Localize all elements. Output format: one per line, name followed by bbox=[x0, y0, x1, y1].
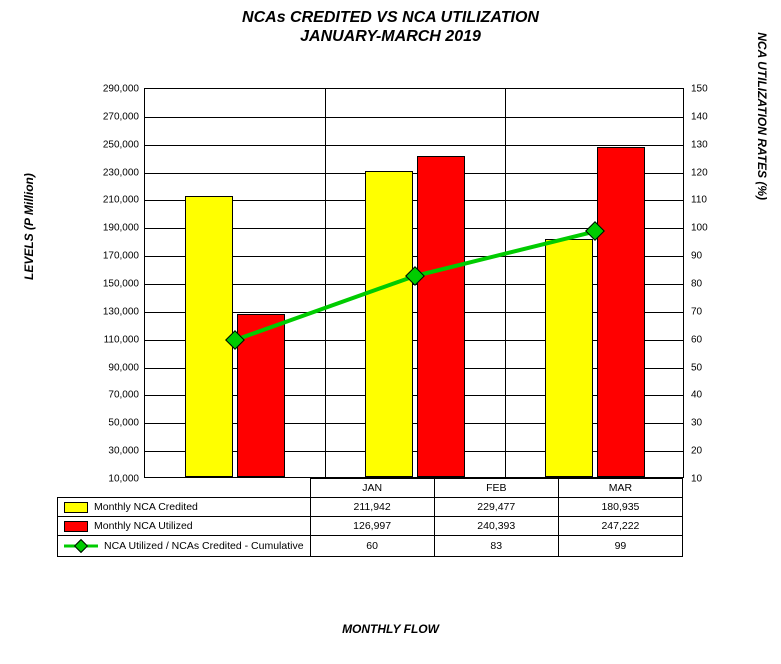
data-table: JANFEBMAR Monthly NCA Credited 211,942229,… bbox=[57, 478, 683, 557]
table-data-cell: 126,997 bbox=[310, 517, 434, 536]
y-right-tick: 50 bbox=[691, 362, 731, 373]
table-header-cell: MAR bbox=[558, 479, 682, 498]
y-left-tick: 290,000 bbox=[79, 84, 139, 95]
bar-credited bbox=[365, 171, 414, 477]
bar-credited bbox=[185, 196, 234, 477]
y-right-tick: 150 bbox=[691, 84, 731, 95]
y-right-tick: 60 bbox=[691, 334, 731, 345]
y-left-tick: 150,000 bbox=[79, 279, 139, 290]
title-line-1: NCAs CREDITED VS NCA UTILIZATION bbox=[0, 8, 781, 27]
y-left-tick: 90,000 bbox=[79, 362, 139, 373]
chart-container: NCAs CREDITED VS NCA UTILIZATION JANUARY… bbox=[0, 0, 781, 664]
y-left-tick: 50,000 bbox=[79, 418, 139, 429]
x-axis-label: MONTHLY FLOW bbox=[0, 622, 781, 636]
table-row: NCA Utilized / NCAs Credited - Cumulativ… bbox=[58, 536, 683, 557]
table-data-cell: 60 bbox=[310, 536, 434, 557]
y-right-tick: 70 bbox=[691, 306, 731, 317]
bar-credited bbox=[545, 239, 594, 477]
plot-area: 10,0001030,0002050,0003070,0004090,00050… bbox=[144, 88, 684, 478]
category-divider bbox=[325, 89, 326, 477]
y-left-tick: 270,000 bbox=[79, 111, 139, 122]
table-legend-cell: Monthly NCA Credited bbox=[58, 498, 311, 517]
table-data-cell: 83 bbox=[434, 536, 558, 557]
y-left-tick: 110,000 bbox=[79, 334, 139, 345]
y-axis-left-label: LEVELS (P Million) bbox=[22, 173, 36, 280]
table-header-row: JANFEBMAR bbox=[58, 479, 683, 498]
legend-label: NCA Utilized / NCAs Credited - Cumulativ… bbox=[104, 540, 304, 552]
table-data-cell: 240,393 bbox=[434, 517, 558, 536]
title-line-2: JANUARY-MARCH 2019 bbox=[0, 27, 781, 46]
y-left-tick: 210,000 bbox=[79, 195, 139, 206]
y-right-tick: 80 bbox=[691, 279, 731, 290]
y-right-tick: 30 bbox=[691, 418, 731, 429]
y-right-tick: 20 bbox=[691, 446, 731, 457]
y-right-tick: 100 bbox=[691, 223, 731, 234]
y-right-tick: 10 bbox=[691, 474, 731, 485]
y-right-tick: 130 bbox=[691, 139, 731, 150]
y-left-tick: 230,000 bbox=[79, 167, 139, 178]
table-data-cell: 180,935 bbox=[558, 498, 682, 517]
legend-swatch bbox=[64, 502, 88, 513]
y-right-tick: 140 bbox=[691, 111, 731, 122]
y-left-tick: 30,000 bbox=[79, 446, 139, 457]
table-data-cell: 99 bbox=[558, 536, 682, 557]
grid-line bbox=[145, 117, 683, 118]
legend-line-icon bbox=[64, 539, 98, 553]
table-data-cell: 247,222 bbox=[558, 517, 682, 536]
y-left-tick: 130,000 bbox=[79, 306, 139, 317]
table-legend-cell: NCA Utilized / NCAs Credited - Cumulativ… bbox=[58, 536, 311, 557]
y-left-tick: 170,000 bbox=[79, 251, 139, 262]
y-right-tick: 40 bbox=[691, 390, 731, 401]
y-left-tick: 250,000 bbox=[79, 139, 139, 150]
table-data-cell: 229,477 bbox=[434, 498, 558, 517]
legend-swatch bbox=[64, 521, 88, 532]
table-data-cell: 211,942 bbox=[310, 498, 434, 517]
y-left-tick: 190,000 bbox=[79, 223, 139, 234]
legend-label: Monthly NCA Utilized bbox=[94, 520, 193, 532]
category-divider bbox=[505, 89, 506, 477]
chart-title: NCAs CREDITED VS NCA UTILIZATION JANUARY… bbox=[0, 8, 781, 46]
grid-line bbox=[145, 145, 683, 146]
table-legend-cell: Monthly NCA Utilized bbox=[58, 517, 311, 536]
y-left-tick: 70,000 bbox=[79, 390, 139, 401]
y-right-tick: 110 bbox=[691, 195, 731, 206]
table-row: Monthly NCA Utilized 126,997240,393247,22… bbox=[58, 517, 683, 536]
table-row: Monthly NCA Credited 211,942229,477180,93… bbox=[58, 498, 683, 517]
table-header-cell: FEB bbox=[434, 479, 558, 498]
table-header-cell: JAN bbox=[310, 479, 434, 498]
bar-utilized bbox=[597, 147, 646, 477]
bar-utilized bbox=[417, 156, 466, 477]
y-right-tick: 90 bbox=[691, 251, 731, 262]
legend-label: Monthly NCA Credited bbox=[94, 501, 198, 513]
y-right-tick: 120 bbox=[691, 167, 731, 178]
y-axis-right-label: NCA UTILIZATION RATES (%) bbox=[755, 32, 769, 200]
